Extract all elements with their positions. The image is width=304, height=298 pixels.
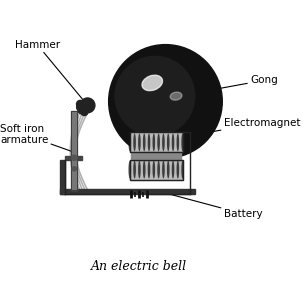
Ellipse shape (162, 161, 165, 179)
Ellipse shape (143, 161, 146, 179)
Bar (130, 133, 183, 152)
Ellipse shape (148, 134, 150, 151)
Bar (60, 189, 195, 194)
Text: An electric bell: An electric bell (91, 260, 187, 273)
Ellipse shape (172, 134, 174, 151)
Ellipse shape (167, 161, 170, 179)
Ellipse shape (153, 161, 155, 179)
Ellipse shape (148, 161, 150, 179)
Bar (130, 160, 183, 179)
Ellipse shape (153, 134, 155, 151)
Ellipse shape (177, 161, 179, 179)
Ellipse shape (170, 92, 182, 100)
Circle shape (77, 100, 84, 108)
Ellipse shape (181, 161, 184, 179)
Circle shape (72, 155, 77, 160)
Circle shape (72, 167, 76, 171)
Circle shape (77, 104, 84, 111)
Text: Hammer: Hammer (15, 40, 84, 101)
Circle shape (81, 109, 88, 116)
Bar (65, 156, 71, 159)
Ellipse shape (138, 161, 141, 179)
Ellipse shape (177, 134, 179, 151)
Circle shape (78, 106, 85, 114)
Ellipse shape (157, 134, 160, 151)
Bar (130, 133, 183, 152)
Ellipse shape (138, 134, 141, 151)
Bar (60, 159, 64, 194)
Ellipse shape (142, 75, 163, 91)
Bar (71, 111, 77, 190)
Bar (130, 160, 183, 179)
Ellipse shape (172, 161, 174, 179)
Bar (131, 152, 181, 160)
Circle shape (80, 98, 95, 113)
Ellipse shape (129, 134, 131, 151)
Bar (77, 156, 82, 159)
Ellipse shape (133, 134, 136, 151)
Ellipse shape (157, 161, 160, 179)
Text: Electromagnet: Electromagnet (169, 118, 300, 140)
Circle shape (115, 56, 195, 136)
Ellipse shape (162, 134, 165, 151)
Bar (71, 111, 77, 190)
Ellipse shape (167, 134, 170, 151)
Ellipse shape (129, 161, 131, 179)
Circle shape (109, 45, 222, 158)
Ellipse shape (133, 161, 136, 179)
Ellipse shape (143, 134, 146, 151)
Ellipse shape (181, 134, 184, 151)
Text: Gong: Gong (206, 75, 278, 91)
Text: Soft iron
armature: Soft iron armature (0, 124, 72, 152)
Text: Battery: Battery (171, 195, 262, 219)
